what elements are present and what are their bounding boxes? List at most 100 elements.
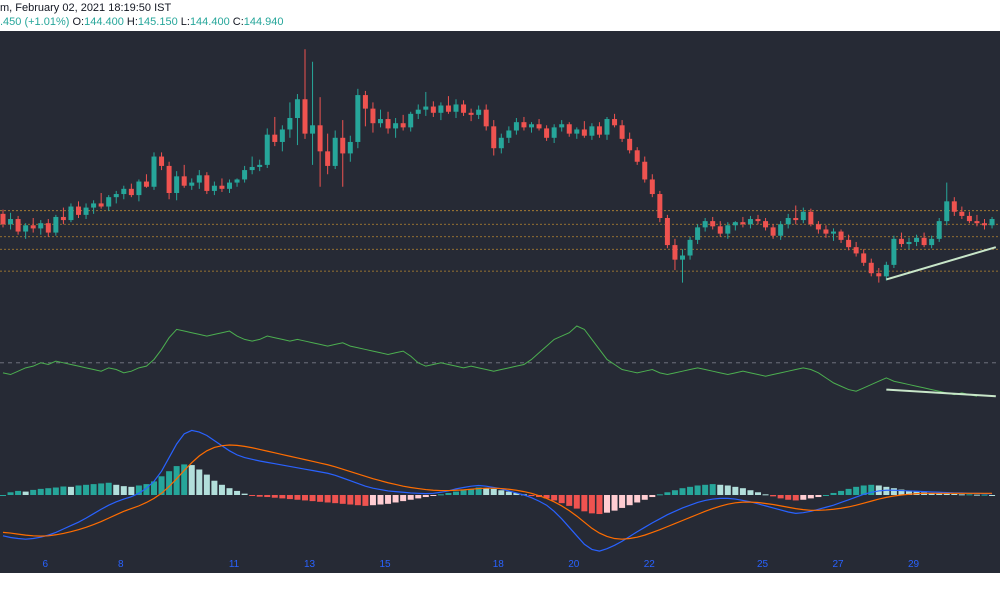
macd-histogram-bar: [128, 486, 135, 495]
candle-down: [793, 218, 799, 221]
candle-down: [483, 109, 489, 127]
candle-up: [408, 113, 414, 128]
candle-up: [438, 105, 444, 113]
macd-histogram-bar: [649, 495, 656, 498]
candle-down: [521, 122, 527, 128]
candle-down: [672, 245, 678, 260]
macd-histogram-bar: [528, 495, 535, 496]
candle-down: [740, 222, 746, 225]
macd-histogram-bar: [490, 488, 497, 495]
macd-histogram-bar: [483, 488, 490, 495]
candle-up: [680, 255, 685, 260]
macd-histogram-bar: [166, 471, 173, 495]
macd-histogram-bar: [498, 490, 505, 495]
macd-histogram-bar: [709, 484, 716, 495]
macd-histogram-bar: [468, 488, 475, 495]
chart-area[interactable]: 6 8 11 13 15 18 20 22 25 27 29: [0, 31, 1000, 573]
candle-up: [831, 231, 836, 234]
candle-down: [445, 105, 451, 112]
candle-down: [966, 215, 972, 222]
x-tick-label: 20: [568, 559, 580, 570]
candle-up: [310, 125, 316, 134]
macd-histogram-bar: [105, 482, 112, 495]
candle-down: [400, 123, 406, 128]
candle-up: [287, 118, 293, 130]
macd-histogram-bar: [943, 493, 950, 495]
candle-down: [385, 119, 391, 129]
candle-down: [204, 175, 210, 191]
macd-histogram-bar: [717, 484, 724, 495]
macd-histogram-bar: [317, 495, 324, 502]
macd-histogram-bar: [377, 495, 384, 505]
candle-down: [45, 223, 51, 233]
macd-histogram-bar: [619, 495, 626, 508]
candle-down: [491, 126, 497, 149]
macd-histogram-bar: [588, 495, 595, 514]
candle-up: [294, 99, 300, 118]
macd-histogram-bar: [581, 495, 588, 512]
macd-histogram-bar: [868, 484, 875, 495]
macd-histogram-bar: [475, 487, 482, 495]
macd-histogram-bar: [936, 493, 943, 495]
candle-up: [906, 241, 912, 245]
candle-down: [325, 151, 331, 166]
x-tick-label: 6: [43, 559, 49, 570]
candle-up: [91, 203, 97, 208]
macd-histogram-bar: [634, 495, 641, 503]
candle-up: [936, 221, 942, 239]
macd-histogram-bar: [928, 492, 935, 495]
candle-up: [113, 194, 119, 198]
macd-histogram-bar: [777, 495, 784, 499]
macd-histogram-bar: [558, 495, 565, 504]
candle-down: [566, 124, 572, 134]
macd-histogram-bar: [853, 486, 860, 495]
macd-histogram-bar: [347, 495, 354, 505]
macd-histogram-bar: [407, 495, 414, 500]
macd-histogram-bar: [800, 495, 807, 500]
candle-down: [619, 125, 625, 139]
macd-histogram-bar: [611, 495, 618, 511]
candle-down: [853, 247, 859, 254]
macd-histogram-bar: [60, 486, 67, 495]
candle-up: [227, 182, 232, 189]
macd-histogram-bar: [226, 488, 233, 495]
x-tick-label: 27: [832, 559, 844, 570]
macd-histogram-bar: [702, 484, 709, 495]
macd-histogram-bar: [671, 490, 678, 495]
candle-down: [181, 176, 187, 186]
macd-histogram-bar: [203, 474, 210, 495]
macd-histogram-bar: [143, 484, 150, 495]
macd-histogram-bar: [505, 491, 512, 495]
macd-histogram-bar: [656, 494, 663, 496]
macd-histogram-bar: [513, 492, 520, 495]
macd-histogram-bar: [218, 484, 225, 495]
candle-down: [898, 238, 904, 245]
chart-header: m, February 02, 2021 18:19:50 IST .450 (…: [0, 0, 1000, 31]
candle-up: [506, 130, 512, 138]
macd-histogram-bar: [302, 495, 308, 501]
candle-down: [657, 194, 663, 218]
macd-histogram-bar: [460, 490, 467, 495]
macd-histogram-bar: [234, 490, 241, 495]
candle-up: [725, 225, 731, 234]
macd-histogram-bar: [898, 489, 905, 495]
candle-down: [98, 203, 104, 207]
macd-histogram-bar: [875, 485, 882, 495]
candle-down: [770, 227, 776, 236]
candle-up: [415, 109, 421, 114]
candle-up: [68, 206, 74, 221]
macd-histogram-bar: [445, 492, 452, 495]
chart-canvas[interactable]: 6 8 11 13 15 18 20 22 25 27 29: [0, 31, 1000, 573]
candle-up: [589, 126, 595, 136]
macd-histogram-bar: [196, 469, 203, 495]
candle-up: [378, 119, 383, 124]
macd-histogram-bar: [981, 494, 988, 496]
candle-up: [800, 211, 806, 221]
macd-histogram-bar: [392, 495, 399, 503]
candle-up: [604, 119, 610, 135]
candle-down: [340, 137, 346, 154]
macd-histogram-bar: [958, 494, 965, 496]
candle-down: [959, 211, 965, 216]
candle-down: [717, 226, 723, 234]
candle-up: [914, 237, 920, 242]
